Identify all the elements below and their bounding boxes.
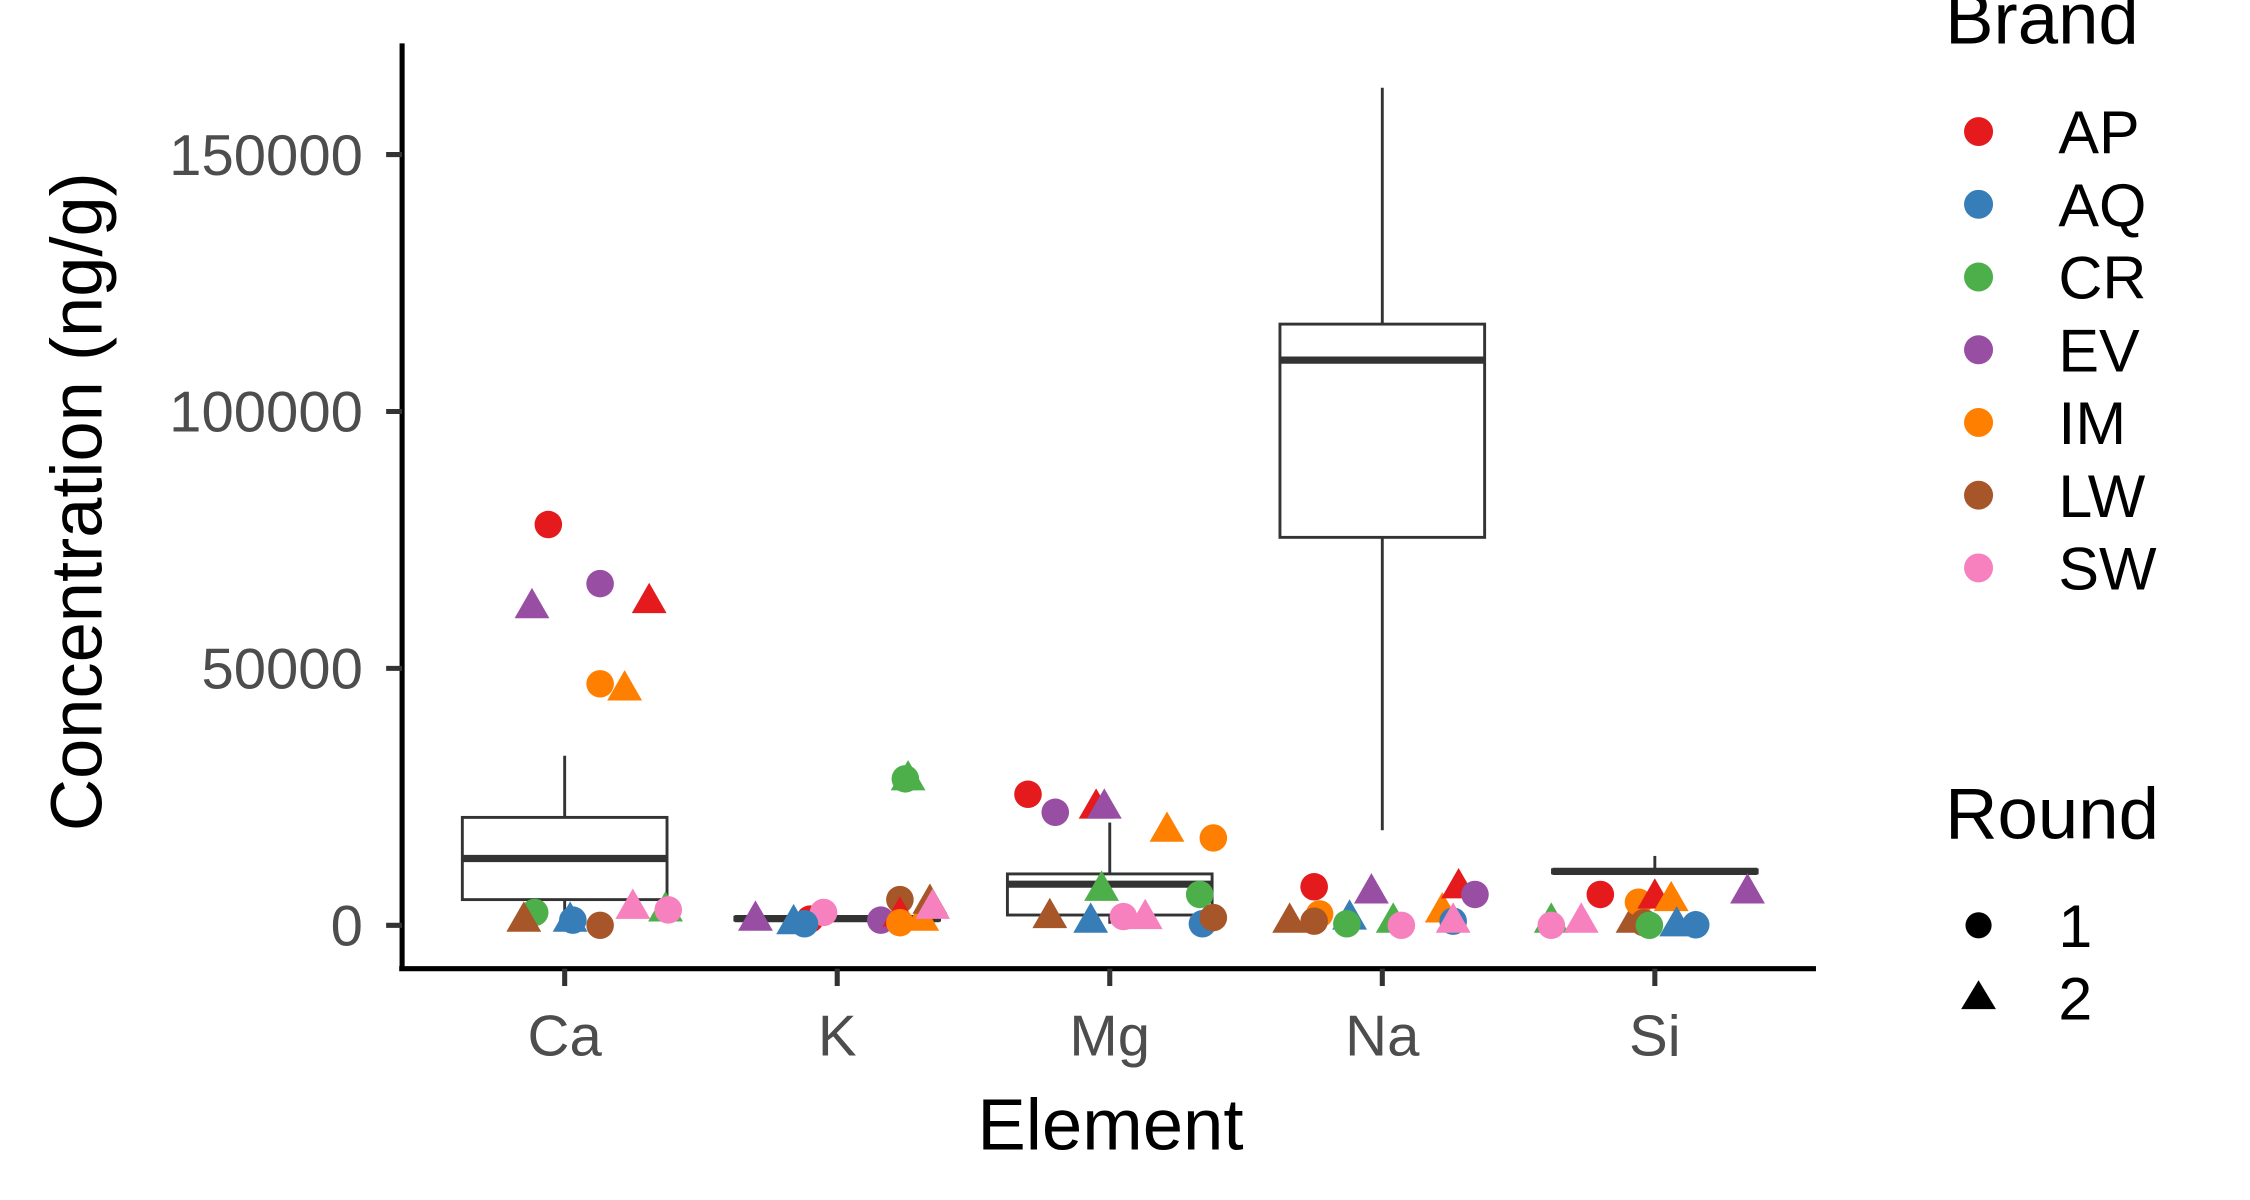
- points-layer: [506, 510, 1765, 940]
- legend-label-LW: LW: [2058, 462, 2145, 530]
- legend-label-round-2: 2: [2058, 964, 2092, 1032]
- x-tick-label: Si: [1629, 1005, 1681, 1069]
- point-Mg-LW-r2: [1032, 897, 1068, 929]
- point-Mg-CR-r2: [1084, 870, 1120, 901]
- point-Ca-AQ-r2: [552, 901, 588, 932]
- y-tick-label: 150000: [169, 124, 363, 188]
- point-Na-SW-r1: [1387, 911, 1416, 940]
- point-Mg-EV-r2: [1086, 788, 1122, 819]
- box-Na: [1278, 87, 1487, 831]
- legend-triangle-icon: [1961, 980, 1996, 1010]
- legend-label-round-1: 1: [2058, 892, 2092, 960]
- box-Ca: [460, 755, 669, 926]
- point-Ca-SW-r2: [615, 888, 651, 919]
- legend-swatch-LW: [1964, 480, 1994, 510]
- boxes-layer: [460, 87, 1759, 926]
- point-K-EV-r2: [738, 900, 773, 931]
- legend-label-AP: AP: [2058, 98, 2139, 166]
- x-ticks: Ca K Mg Na Si: [528, 968, 1681, 1069]
- legend-round-title: Round: [1945, 774, 2159, 855]
- point-Ca-SW-r1: [654, 896, 683, 924]
- point-Na-EV-r1: [1461, 880, 1489, 909]
- point-Na-EV-r2: [1353, 873, 1389, 904]
- point-Ca-AP-r2: [631, 582, 667, 614]
- point-Mg-CR-r1: [1185, 880, 1214, 909]
- point-Mg-IM-r2: [1149, 811, 1185, 842]
- legend-swatch-SW: [1964, 553, 1994, 583]
- x-tick-label: Ca: [528, 1005, 603, 1069]
- point-Na-AP-r1: [1300, 873, 1328, 901]
- point-Si-AQ-r1: [1681, 911, 1710, 939]
- point-Na-LW-r2: [1272, 902, 1308, 933]
- point-Ca-LW-r2: [506, 901, 542, 932]
- point-Ca-IM-r1: [586, 670, 614, 698]
- point-Si-CR-r1: [1635, 911, 1664, 940]
- x-tick-label: Mg: [1069, 1005, 1150, 1069]
- point-Si-AP-r1: [1586, 880, 1615, 909]
- point-Ca-EV-r2: [514, 587, 550, 619]
- legend-swatch-AP: [1964, 117, 1994, 147]
- y-tick-label: 100000: [169, 381, 363, 445]
- legend-swatch-IM: [1964, 408, 1994, 437]
- point-Mg-EV-r1: [1041, 798, 1070, 826]
- x-tick-label: K: [818, 1005, 857, 1069]
- point-Ca-LW-r1: [586, 911, 614, 940]
- point-Ca-AP-r1: [534, 510, 563, 539]
- point-K-CR-r1: [891, 765, 920, 793]
- point-Na-CR-r1: [1333, 910, 1361, 938]
- y-ticks: 0 50000 100000 150000: [169, 124, 403, 959]
- point-Si-SW-r1: [1537, 911, 1566, 940]
- legend-swatch-EV: [1964, 335, 1994, 365]
- legend-swatch-AQ: [1964, 189, 1994, 219]
- point-Na-SW-r2: [1435, 902, 1471, 933]
- point-Mg-AQ-r2: [1073, 902, 1109, 933]
- y-axis-title: Concentration (ng/g): [36, 172, 117, 831]
- box-Si: [1551, 855, 1759, 875]
- point-Ca-EV-r1: [586, 569, 614, 598]
- legend-label-AQ: AQ: [2058, 171, 2146, 239]
- legend-label-SW: SW: [2058, 535, 2157, 603]
- legend-swatch-CR: [1964, 262, 1994, 292]
- point-Ca-IM-r2: [607, 670, 643, 701]
- point-Mg-SW-r2: [1127, 898, 1163, 930]
- point-Si-EV-r2: [1730, 873, 1765, 904]
- point-Si-SW-r2: [1563, 902, 1599, 933]
- box-iqr: [1278, 322, 1487, 539]
- legend-label-CR: CR: [2058, 244, 2146, 312]
- point-Si-IM-r2: [1653, 880, 1689, 912]
- point-Mg-IM-r1: [1199, 824, 1228, 852]
- point-Mg-LW-r1: [1199, 903, 1228, 932]
- x-axis-title: Element: [977, 1085, 1243, 1166]
- point-Na-LW-r1: [1300, 907, 1328, 935]
- point-Mg-SW-r1: [1109, 902, 1138, 931]
- y-tick-label: 0: [331, 895, 363, 959]
- legend-label-EV: EV: [2058, 317, 2140, 385]
- point-K-AQ-r1: [790, 910, 819, 938]
- legend-brand-title: Brand: [1945, 0, 2139, 59]
- legend-label-IM: IM: [2058, 389, 2126, 457]
- point-Mg-AP-r1: [1014, 780, 1042, 809]
- legend-circle-icon: [1965, 912, 1992, 939]
- y-tick-label: 50000: [201, 638, 362, 702]
- x-tick-label: Na: [1345, 1005, 1420, 1069]
- point-K-SW-r2: [915, 888, 951, 919]
